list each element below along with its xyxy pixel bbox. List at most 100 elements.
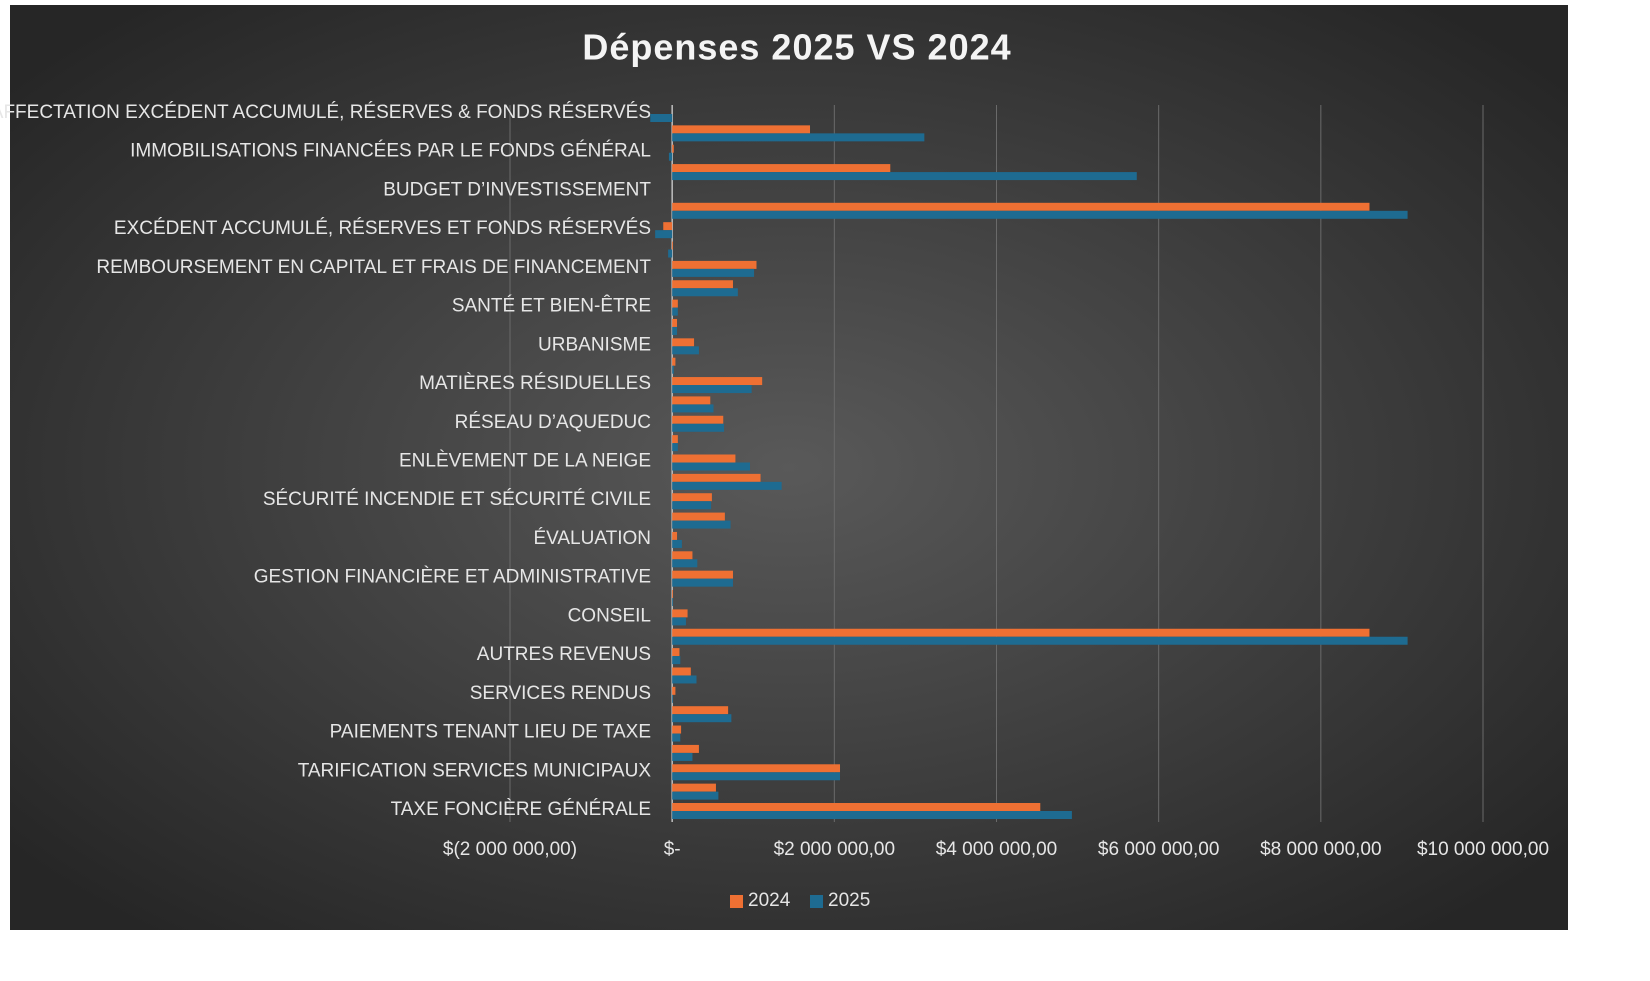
x-tick-label: $- (664, 839, 681, 860)
bar (672, 473, 761, 482)
bar (672, 570, 733, 579)
y-tick-label: ENLÈVEMENT DE LA NEIGE (399, 451, 651, 472)
chart-title: Dépenses 2025 VS 2024 (582, 27, 1011, 68)
bar (672, 318, 678, 327)
bar (672, 598, 673, 607)
bar (672, 752, 693, 761)
bar (672, 744, 699, 753)
bar (672, 636, 1408, 645)
x-tick-label: $8 000 000,00 (1260, 839, 1382, 860)
bar (672, 144, 674, 153)
bar (672, 551, 693, 560)
bar (672, 133, 925, 142)
y-tick-label: TARIFICATION SERVICES MUNICIPAUX (298, 760, 652, 781)
bar (672, 648, 680, 657)
x-tick-label: $2 000 000,00 (774, 839, 896, 860)
bar (672, 578, 733, 587)
bar (672, 338, 695, 347)
y-tick-label: RÉSEAU D’AQUEDUC (455, 412, 651, 433)
legend-label: 2024 (748, 890, 791, 911)
bar (672, 667, 691, 676)
bar (672, 241, 673, 250)
bar (672, 811, 1072, 819)
bar (672, 501, 712, 510)
y-tick-label: REMBOURSEMENT EN CAPITAL ET FRAIS DE FIN… (96, 257, 651, 278)
y-tick-label: PAIEMENTS TENANT LIEU DE TAXE (330, 722, 651, 743)
x-tick-label: $6 000 000,00 (1098, 839, 1220, 860)
bar (672, 377, 763, 386)
bar (668, 249, 673, 258)
bar (672, 288, 738, 297)
bar (672, 539, 682, 548)
bar (672, 694, 673, 703)
bar (672, 435, 678, 444)
bar (672, 714, 732, 723)
bar (668, 152, 673, 161)
y-tick-label: TAXE FONCIÈRE GÉNÉRALE (391, 799, 651, 820)
y-tick-label: SANTÉ ET BIEN-ÊTRE (452, 295, 651, 317)
bar (672, 764, 841, 773)
bar (672, 706, 729, 715)
y-tick-label: URBANISME (538, 334, 651, 355)
bar (672, 365, 674, 374)
bar (672, 280, 733, 289)
bar (672, 733, 681, 742)
bar (672, 559, 698, 568)
bar (672, 675, 697, 684)
bar (672, 772, 841, 781)
y-tick-label: EXCÉDENT ACCUMULÉ, RÉSERVES ET FONDS RÉS… (114, 218, 651, 239)
bar (672, 202, 1370, 211)
bar (672, 686, 676, 695)
y-tick-label: IMMOBILISATIONS FINANCÉES PAR LE FONDS G… (130, 141, 651, 162)
bar (672, 396, 711, 405)
bar (672, 260, 757, 269)
bar (672, 299, 678, 308)
y-tick-label: BUDGET D’INVESTISSEMENT (383, 179, 651, 200)
bar (672, 493, 712, 502)
bar (650, 114, 673, 122)
y-tick-label: CONSEIL (568, 605, 651, 626)
bar (672, 783, 716, 792)
bar (672, 531, 678, 540)
bar (672, 609, 688, 618)
bar (672, 385, 752, 394)
bar (672, 481, 782, 490)
bar (672, 125, 811, 134)
x-tick-label: $4 000 000,00 (936, 839, 1058, 860)
y-tick-label: ÉVALUATION (533, 528, 651, 549)
legend-swatch (810, 895, 823, 908)
x-tick-label: $10 000 000,00 (1417, 839, 1549, 860)
y-tick-label: GESTION FINANCIÈRE ET ADMINISTRATIVE (254, 567, 651, 588)
bar (672, 346, 699, 355)
bar (672, 590, 673, 599)
bar (672, 423, 725, 432)
x-tick-label: $(2 000 000,00) (443, 839, 577, 860)
y-tick-label: SÉCURITÉ INCENDIE ET SÉCURITÉ CIVILE (263, 489, 651, 510)
bar (672, 172, 1137, 181)
bar (672, 404, 714, 413)
bar (672, 415, 724, 424)
bar (672, 210, 1408, 219)
bar (672, 443, 678, 452)
bar (672, 454, 736, 463)
bar (672, 617, 686, 626)
bar (672, 656, 681, 665)
legend-label: 2025 (828, 890, 870, 911)
bar (672, 268, 755, 277)
y-tick-label: MATIÈRES RÉSIDUELLES (419, 373, 651, 394)
bar (672, 725, 682, 734)
bar (672, 326, 678, 335)
bar (672, 462, 751, 471)
bar (672, 791, 719, 800)
bar (655, 230, 673, 239)
bar (672, 512, 725, 521)
y-tick-label: AUTRES REVENUS (477, 644, 651, 665)
bar (672, 628, 1370, 637)
bar (672, 164, 891, 173)
y-tick-label: SERVICES RENDUS (470, 683, 651, 704)
bar (672, 357, 676, 366)
bar (663, 222, 673, 231)
legend-swatch (730, 895, 743, 908)
y-tick-label: AFFECTATION EXCÉDENT ACCUMULÉ, RÉSERVES … (0, 102, 651, 123)
